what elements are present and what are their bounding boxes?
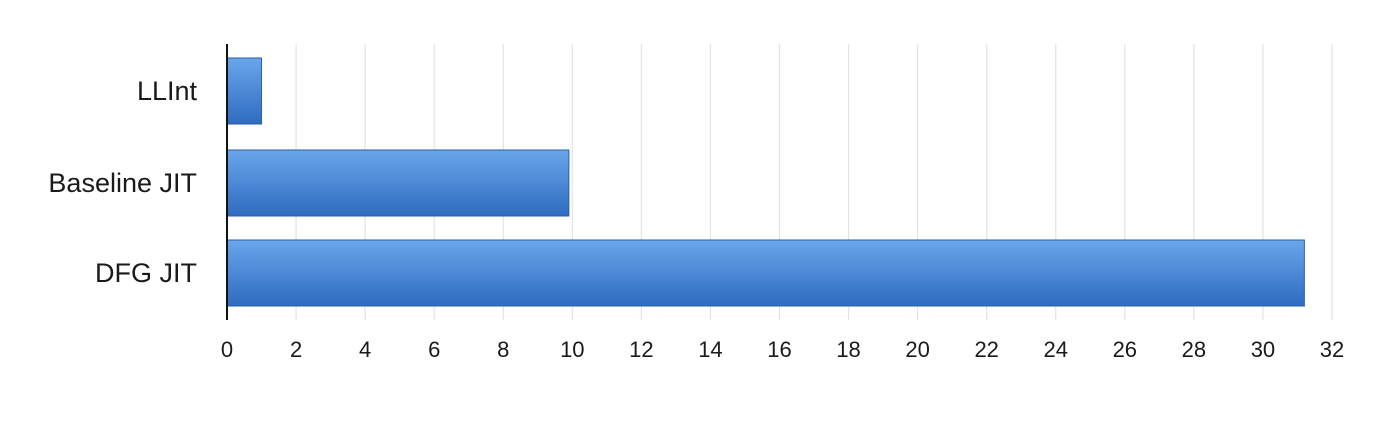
x-tick-labels: 0 2 4 6 8 10 12 14 16 18 20 22 24 26 28 30 32 (221, 337, 1344, 362)
x-tick-label: 6 (428, 337, 440, 362)
x-tick-label: 24 (1044, 337, 1068, 362)
x-tick-label: 30 (1251, 337, 1275, 362)
x-tick-label: 16 (767, 337, 791, 362)
category-label: DFG JIT (95, 258, 197, 288)
x-tick-label: 26 (1113, 337, 1137, 362)
x-tick-label: 0 (221, 337, 233, 362)
bar (226, 149, 570, 217)
x-tick-label: 28 (1182, 337, 1206, 362)
bar (226, 239, 1305, 307)
category-labels: LLInt Baseline JIT DFG JIT (48, 76, 197, 288)
bars (226, 57, 1305, 307)
category-label: Baseline JIT (48, 168, 197, 198)
x-tick-label: 22 (974, 337, 998, 362)
x-tick-label: 4 (359, 337, 371, 362)
x-tick-label: 32 (1320, 337, 1344, 362)
x-tick-label: 10 (560, 337, 584, 362)
category-label: LLInt (137, 76, 198, 106)
x-tick-label: 12 (629, 337, 653, 362)
x-tick-label: 14 (698, 337, 722, 362)
bar (226, 57, 263, 125)
x-tick-label: 20 (905, 337, 929, 362)
x-tick-label: 8 (497, 337, 509, 362)
x-tick-label: 2 (290, 337, 302, 362)
x-tick-label: 18 (836, 337, 860, 362)
